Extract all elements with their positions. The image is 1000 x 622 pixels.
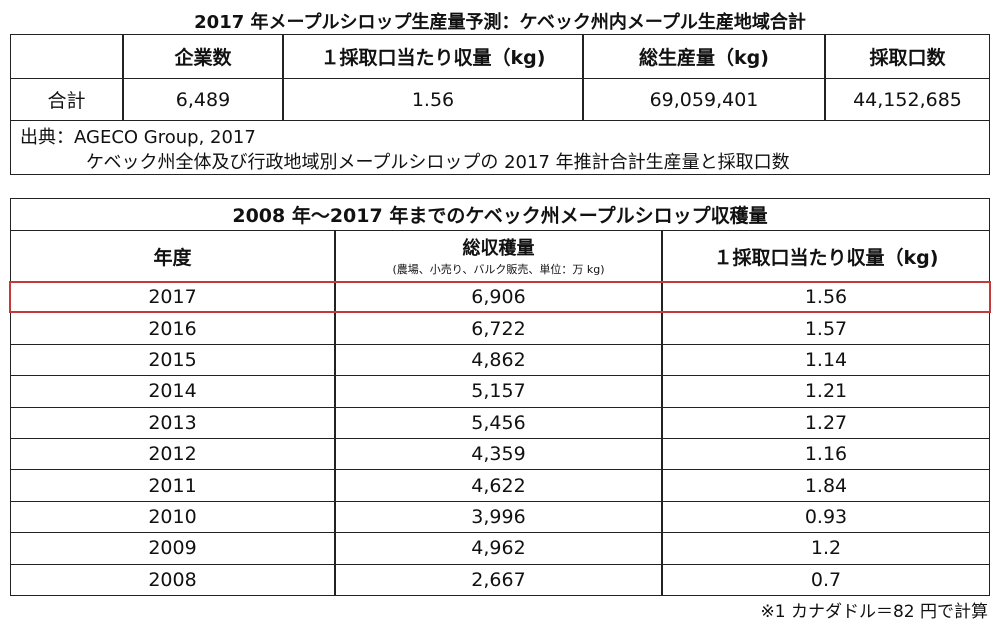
value-cell: 1.56 <box>283 78 583 121</box>
header-cell: 採取口数 <box>825 34 990 79</box>
value-cell: 0.7 <box>662 563 990 596</box>
header-cell: １採取口当たり収量（kg) <box>283 34 583 79</box>
value-cell: 2010 <box>10 500 335 534</box>
value-cell: 2015 <box>10 343 335 377</box>
value-cell: 1.57 <box>662 312 990 345</box>
value-cell: 4,622 <box>335 469 662 502</box>
value-cell: 2016 <box>10 312 335 345</box>
value-cell: 2013 <box>10 406 335 439</box>
header-cell <box>10 34 123 79</box>
header-cell: １採取口当たり収量（kg) <box>662 230 990 282</box>
value-cell: 2008 <box>10 563 335 596</box>
value-cell: 1.27 <box>662 406 990 439</box>
value-cell: 6,722 <box>335 312 662 345</box>
value-cell: 5,157 <box>335 375 662 408</box>
header-text: 総収穫量 <box>462 238 535 259</box>
source-cell <box>10 120 990 175</box>
header-note: (農場、小売り、バルク販売、単位：万 kg) <box>392 263 605 276</box>
row-highlight <box>9 281 991 313</box>
header-cell: 企業数 <box>123 34 283 79</box>
value-cell: 3,996 <box>335 500 662 534</box>
table-title: 2017 年メープルシロップ生産量予測：ケベック州内メープル生産地域合計 <box>194 12 806 33</box>
value-cell: 2011 <box>10 469 335 502</box>
value-cell: 4,962 <box>335 532 662 565</box>
row-label: 合計 <box>10 78 123 121</box>
source-line: ケベック州全体及び行政地域別メープルシロップの 2017 年推計合計生産量と採取… <box>86 152 790 173</box>
source-line: 出典：AGECO Group, 2017 <box>20 127 256 148</box>
value-cell: 2,667 <box>335 563 662 596</box>
value-cell: 2009 <box>10 532 335 565</box>
value-cell: 1.2 <box>662 532 990 565</box>
value-cell: 1.84 <box>662 469 990 502</box>
value-cell: 6,489 <box>123 78 283 121</box>
header-cell: 総生産量（kg) <box>583 34 825 79</box>
value-cell: 5,456 <box>335 406 662 439</box>
value-cell: 4,862 <box>335 343 662 377</box>
value-cell: 0.93 <box>662 500 990 534</box>
value-cell: 1.14 <box>662 343 990 377</box>
value-cell: 69,059,401 <box>583 78 825 121</box>
value-cell: 44,152,685 <box>825 78 990 121</box>
footnote: ※1 カナダドル＝82 円で計算 <box>760 602 989 622</box>
value-cell: 4,359 <box>335 438 662 471</box>
value-cell: 2014 <box>10 375 335 408</box>
value-cell: 1.21 <box>662 375 990 408</box>
value-cell: 1.16 <box>662 438 990 471</box>
header-cell: 年度 <box>10 230 335 282</box>
table-title: 2008 年〜2017 年までのケベック州メープルシロップ収穫量 <box>10 198 990 231</box>
value-cell: 2012 <box>10 438 335 471</box>
